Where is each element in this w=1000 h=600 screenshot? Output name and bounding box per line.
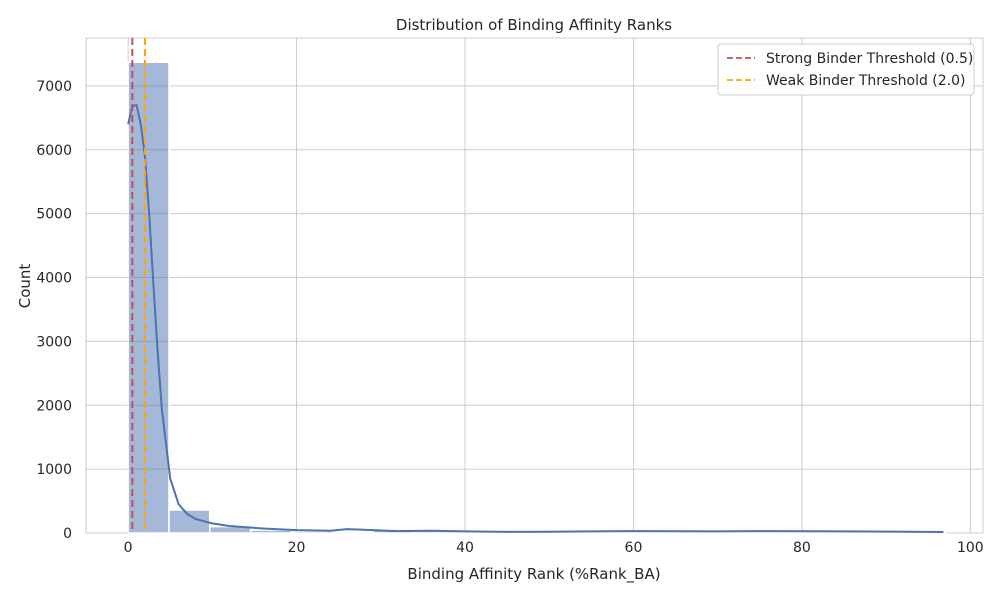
y-tick-label: 6000 [36,143,72,159]
threshold-lines [131,38,146,533]
y-tick-label: 7000 [36,79,72,95]
y-tick-label: 2000 [36,398,72,414]
chart-title: Distribution of Binding Affinity Ranks [396,16,672,34]
grid-lines [86,38,983,534]
y-axis-label: Count [16,264,34,309]
kde-curve [127,104,944,534]
x-tick-label: 0 [124,540,133,556]
x-tick-label: 60 [625,540,643,556]
x-tick-labels: 0 20 40 60 80 100 [124,540,984,556]
y-tick-label: 4000 [36,271,72,287]
kde-curve-group [127,104,944,534]
plot-area [85,37,984,534]
histogram-bar [127,61,170,534]
y-tick-label: 5000 [36,207,72,223]
x-axis-label: Binding Affinity Rank (%Rank_BA) [407,565,660,584]
legend-weak-threshold-label: Weak Binder Threshold (2.0) [766,73,965,89]
y-tick-label: 0 [63,526,72,542]
legend: Strong Binder Threshold (0.5) Weak Binde… [717,43,975,96]
y-tick-label: 3000 [36,334,72,350]
histogram-bar [740,531,783,534]
histogram-bar [331,530,374,534]
x-tick-label: 100 [957,540,984,556]
x-tick-label: 80 [793,540,811,556]
y-tick-labels: 0 1000 2000 3000 4000 5000 6000 7000 [36,79,72,542]
histogram-bars [127,61,946,534]
legend-strong-threshold-label: Strong Binder Threshold (0.5) [766,51,973,67]
legend-box [717,43,975,96]
y-tick-label: 1000 [36,462,72,478]
x-tick-label: 20 [288,540,306,556]
histogram-bar [168,509,211,534]
x-tick-label: 40 [456,540,474,556]
